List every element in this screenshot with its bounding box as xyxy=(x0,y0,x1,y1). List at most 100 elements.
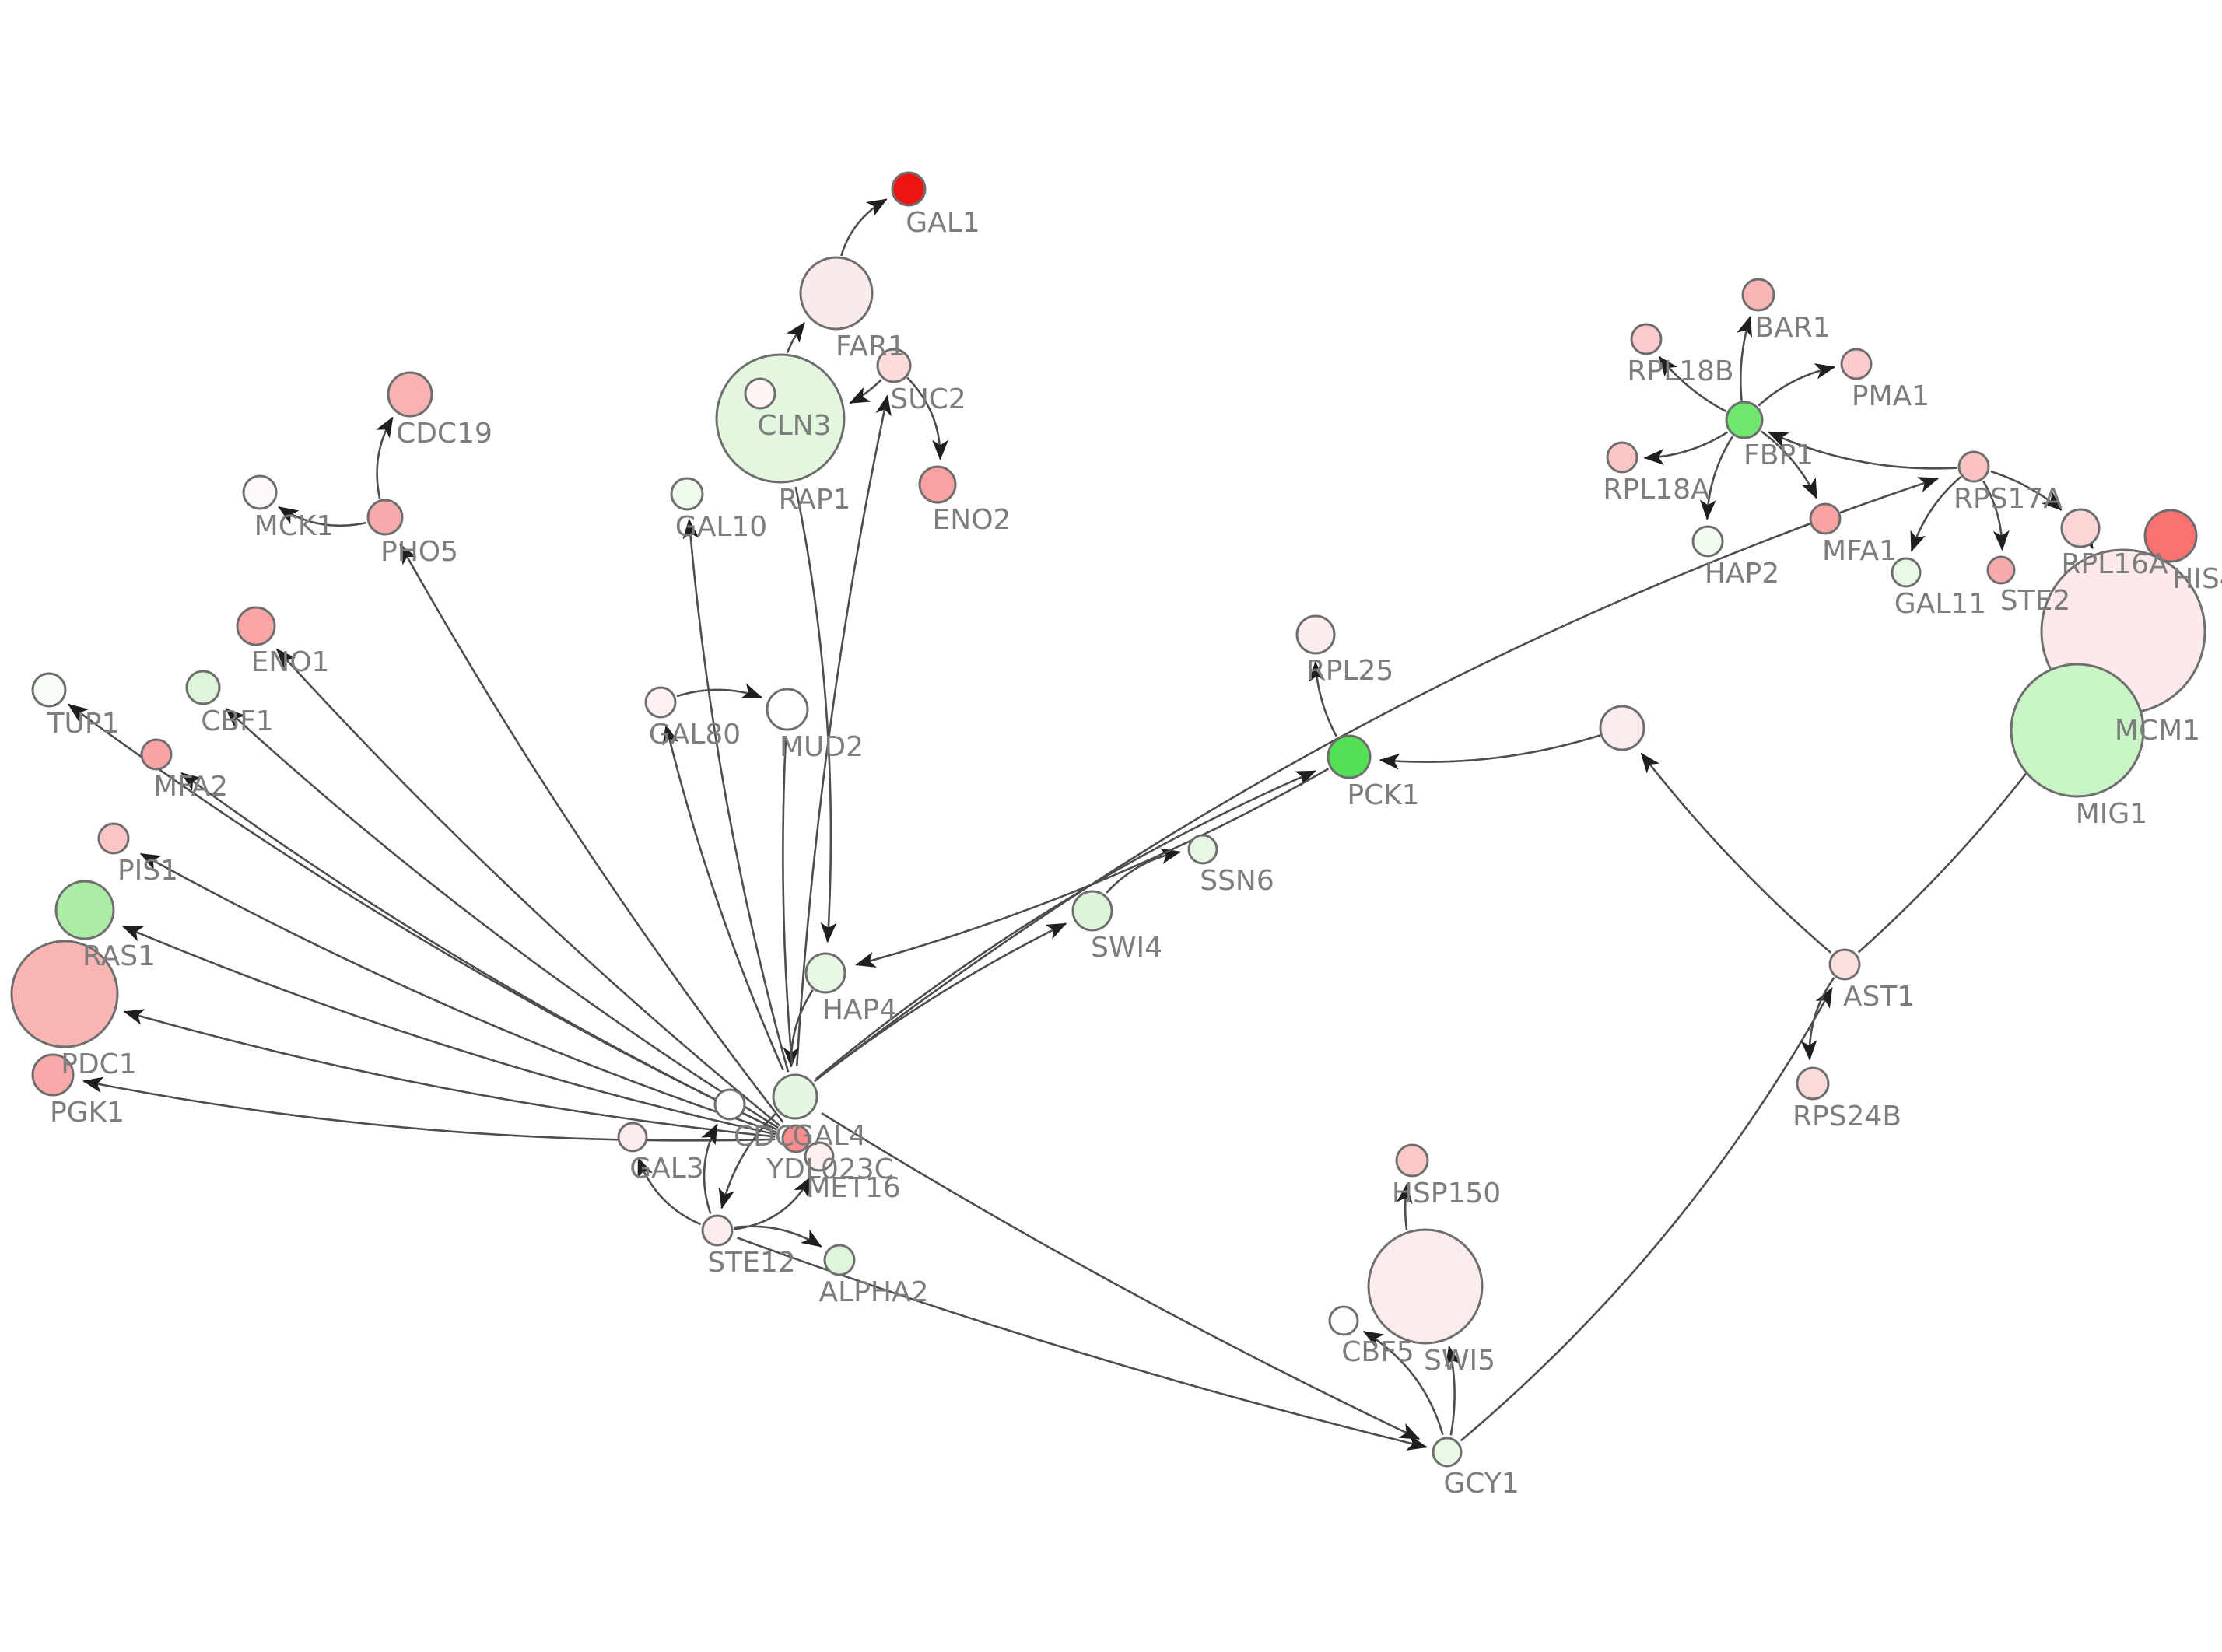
edge-ydl023c-ras1[interactable] xyxy=(122,925,776,1136)
node-node_unlabeled[interactable] xyxy=(1599,705,1645,751)
edge-gal4-rps17a[interactable] xyxy=(824,477,1940,1075)
node-rps24b[interactable] xyxy=(1796,1066,1830,1101)
node-gal11[interactable] xyxy=(1891,557,1922,588)
node-suc2[interactable] xyxy=(876,348,912,383)
edge-ast1-rps24b[interactable] xyxy=(1800,977,1835,1061)
node-swi5[interactable] xyxy=(1367,1228,1484,1345)
edge-fbp1-bar1[interactable] xyxy=(1737,316,1753,401)
edge-ast1-node_unlabeled[interactable] xyxy=(1640,752,1832,954)
node-alpha2[interactable] xyxy=(823,1244,856,1276)
edge-ste12-cdc[interactable] xyxy=(701,1123,718,1215)
node-hap2[interactable] xyxy=(1691,525,1724,558)
node-ste12[interactable] xyxy=(701,1214,734,1247)
edge-rps17a-fbp1[interactable] xyxy=(1767,431,1957,470)
node-pho5[interactable] xyxy=(366,499,404,536)
node-mig1[interactable] xyxy=(2010,663,2145,798)
edge-rps17a-ste2[interactable] xyxy=(1982,480,2010,551)
edge-fbp1-rpl18a[interactable] xyxy=(1643,431,1729,466)
node-rpl25[interactable] xyxy=(1295,614,1336,655)
edge-node_unlabeled-pck1[interactable] xyxy=(1379,734,1600,770)
edge-ydl023c-pdc1[interactable] xyxy=(123,1009,776,1138)
node-ssn6[interactable] xyxy=(1187,834,1218,865)
edge-pck1-rpl25[interactable] xyxy=(1309,661,1338,737)
edge-ste12-gcy1[interactable] xyxy=(737,1237,1428,1451)
edge-gal4-gal10[interactable] xyxy=(682,518,790,1073)
node-eno2[interactable] xyxy=(918,465,957,504)
edge-far1-gal1[interactable] xyxy=(840,198,888,257)
edge-swi4-ssn6[interactable] xyxy=(1106,848,1182,894)
node-his4[interactable] xyxy=(2143,509,2198,563)
edge-fbp1-mfa1[interactable] xyxy=(1761,430,1818,499)
node-pma1[interactable] xyxy=(1840,348,1873,380)
edge-rap1-far1[interactable] xyxy=(786,321,806,353)
node-gal1[interactable] xyxy=(891,171,927,207)
edge-rps17a-rpl16a[interactable] xyxy=(1990,470,2063,511)
edge-gcy1-ast1[interactable] xyxy=(1460,987,1833,1442)
edge-ydl023c-cbf1[interactable] xyxy=(225,708,779,1129)
node-ste2[interactable] xyxy=(1986,555,2016,585)
node-eno1[interactable] xyxy=(236,606,276,646)
edge-ydl023c-pgk1[interactable] xyxy=(82,1076,776,1142)
node-pdc1[interactable] xyxy=(10,940,119,1048)
edge-mud2-gal4[interactable] xyxy=(782,736,794,1065)
edge-ydl023c-pis1[interactable] xyxy=(139,852,777,1133)
node-hsp150[interactable] xyxy=(1395,1143,1429,1178)
node-far1[interactable] xyxy=(799,256,874,331)
node-met16[interactable] xyxy=(804,1141,835,1172)
edge-gal4-gcy1[interactable] xyxy=(821,1111,1421,1440)
node-swi4[interactable] xyxy=(1071,890,1113,932)
node-rps17a[interactable] xyxy=(1957,450,1990,483)
node-mud2[interactable] xyxy=(766,688,809,731)
edge-ste12-gal3[interactable] xyxy=(637,1157,702,1226)
edge-fbp1-hap2[interactable] xyxy=(1699,436,1733,520)
edge-fbp1-pma1[interactable] xyxy=(1758,363,1836,407)
edge-rap1-hap4[interactable] xyxy=(794,486,837,943)
node-mck1[interactable] xyxy=(242,474,278,510)
edge-gcy1-swi5[interactable] xyxy=(1445,1346,1461,1436)
node-rpl16a[interactable] xyxy=(2060,508,2101,548)
edge-gal4-pck1[interactable] xyxy=(815,770,1316,1080)
node-bar1[interactable] xyxy=(1741,278,1775,312)
edge-pho5-cdc19[interactable] xyxy=(376,416,394,499)
node-pck1[interactable] xyxy=(1327,734,1372,779)
edge-suc2-eno2[interactable] xyxy=(906,376,948,460)
edge-suc2-rap1[interactable] xyxy=(849,379,882,404)
edge-ste12-alpha2[interactable] xyxy=(734,1225,822,1248)
node-ydl023c[interactable] xyxy=(781,1124,811,1153)
node-gal80[interactable] xyxy=(644,686,677,719)
node-hap4[interactable] xyxy=(804,952,846,994)
edge-gcy1-cbf5[interactable] xyxy=(1362,1330,1444,1436)
node-ras1[interactable] xyxy=(54,880,115,940)
edge-gal4-gal80[interactable] xyxy=(662,723,784,1071)
node-cln3[interactable] xyxy=(744,377,776,410)
node-ast1[interactable] xyxy=(1828,948,1861,981)
node-cdc19[interactable] xyxy=(387,371,433,418)
node-gal10[interactable] xyxy=(670,477,704,511)
edge-pck1-hap4[interactable] xyxy=(855,768,1330,968)
node-cdc[interactable] xyxy=(713,1088,746,1121)
node-mfa2[interactable] xyxy=(140,738,173,771)
edge-gal4-suc2[interactable] xyxy=(796,394,892,1066)
edge-gal4-ste12[interactable] xyxy=(718,1112,777,1209)
edge-fbp1-rpl18b[interactable] xyxy=(1658,355,1727,413)
node-mfa1[interactable] xyxy=(1809,502,1842,535)
edge-swi5-hsp150[interactable] xyxy=(1396,1183,1413,1230)
node-tup1[interactable] xyxy=(31,672,67,708)
edge-rps17a-gal11[interactable] xyxy=(1910,476,1962,552)
node-fbp1[interactable] xyxy=(1725,401,1764,439)
node-gal3[interactable] xyxy=(617,1122,648,1153)
node-pgk1[interactable] xyxy=(31,1053,75,1097)
node-rpl18a[interactable] xyxy=(1606,441,1638,474)
edge-ydl023c-mfa2[interactable] xyxy=(180,772,778,1131)
edge-pho5-mck1[interactable] xyxy=(278,506,366,527)
edge-rpl16a-mcm1[interactable] xyxy=(2077,527,2094,550)
edge-gal80-mud2[interactable] xyxy=(676,683,763,699)
node-pis1[interactable] xyxy=(97,822,130,855)
node-gal4[interactable] xyxy=(772,1073,818,1120)
node-cbf5[interactable] xyxy=(1328,1305,1359,1336)
edge-ydl023c-eno1[interactable] xyxy=(275,648,781,1127)
edge-ydl023c-pho5[interactable] xyxy=(399,543,784,1123)
node-cbf1[interactable] xyxy=(185,670,221,705)
node-gcy1[interactable] xyxy=(1432,1437,1463,1468)
node-rpl18b[interactable] xyxy=(1630,323,1663,355)
